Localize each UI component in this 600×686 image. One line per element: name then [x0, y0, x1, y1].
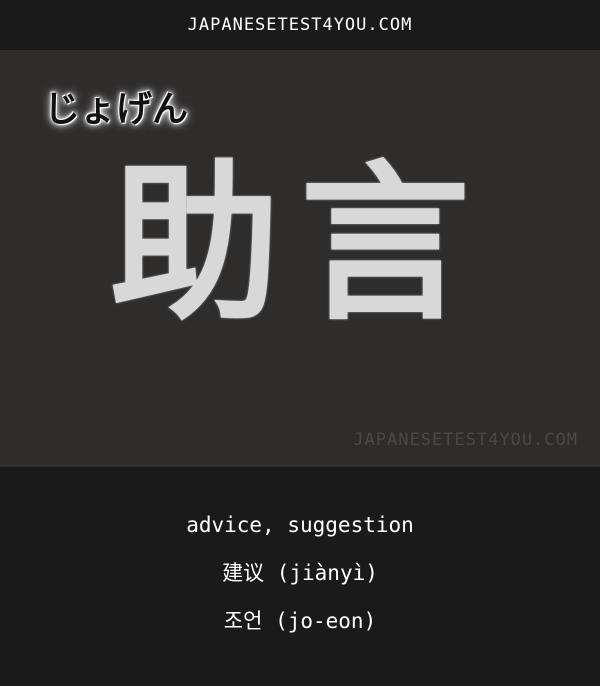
site-header: JAPANESETEST4YOU.COM: [0, 0, 600, 50]
korean-meaning: 조언 (jo-eon): [223, 609, 377, 633]
meanings-panel: advice, suggestion 建议 (jiànyì) 조언 (jo-eo…: [0, 467, 600, 686]
chinese-meaning: 建议 (jiànyì): [222, 561, 378, 585]
hiragana-reading: じょげん: [44, 89, 189, 130]
english-meaning: advice, suggestion: [186, 513, 414, 537]
watermark: JAPANESETEST4YOU.COM: [353, 430, 578, 450]
flashcard: じょげん 助言 JAPANESETEST4YOU.COM: [0, 50, 600, 467]
kanji-word: 助言: [109, 146, 490, 344]
site-title[interactable]: JAPANESETEST4YOU.COM: [187, 15, 413, 35]
